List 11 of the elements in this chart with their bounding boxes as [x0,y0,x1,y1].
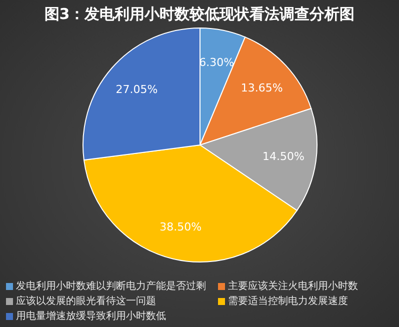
legend-label: 应该以发展的眼光看待这一问题 [16,294,156,309]
legend-label: 用电量增速放缓导致利用小时数低 [16,310,166,324]
data-label: 27.05% [116,82,158,96]
data-label: 38.50% [160,220,202,234]
data-label: 6.30% [199,56,234,69]
chart-title: 图3：发电利用小时数较低现状看法调查分析图 [43,5,356,24]
legend-label: 发电利用小时数难以判断电力产能是否过剩 [16,280,206,294]
legend-label: 主要应该关注火电利用小时数 [228,280,358,294]
data-label: 13.65% [240,81,283,94]
slice-label: 需要适当控制电力发展速度 [228,294,348,309]
data-label: 14.50% [262,150,304,164]
